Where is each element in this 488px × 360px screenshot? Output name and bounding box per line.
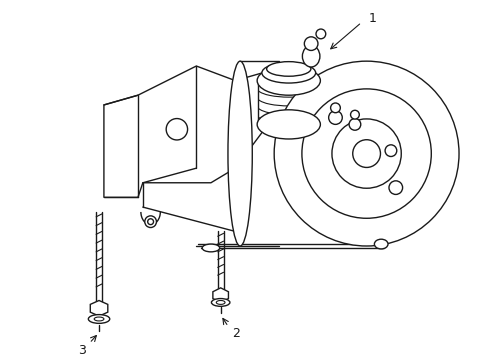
Polygon shape — [90, 301, 107, 316]
Ellipse shape — [227, 61, 252, 246]
Ellipse shape — [257, 110, 320, 139]
Ellipse shape — [266, 62, 310, 76]
Ellipse shape — [211, 298, 229, 306]
Polygon shape — [103, 66, 235, 197]
Ellipse shape — [202, 244, 219, 252]
Ellipse shape — [166, 118, 187, 140]
Ellipse shape — [216, 301, 224, 305]
Polygon shape — [212, 288, 228, 302]
Ellipse shape — [304, 37, 317, 50]
Ellipse shape — [88, 315, 109, 323]
Ellipse shape — [348, 118, 360, 130]
Ellipse shape — [328, 111, 342, 125]
Ellipse shape — [147, 219, 153, 225]
Ellipse shape — [274, 61, 458, 246]
Ellipse shape — [330, 103, 340, 113]
Ellipse shape — [257, 66, 320, 95]
Ellipse shape — [388, 181, 402, 194]
Ellipse shape — [301, 89, 430, 218]
Ellipse shape — [315, 29, 325, 39]
Ellipse shape — [262, 63, 315, 83]
Text: 2: 2 — [232, 327, 240, 340]
Text: 3: 3 — [78, 343, 85, 357]
Ellipse shape — [94, 317, 103, 321]
Ellipse shape — [331, 119, 401, 188]
Ellipse shape — [374, 239, 387, 249]
Ellipse shape — [350, 110, 359, 119]
Ellipse shape — [302, 46, 319, 67]
Ellipse shape — [385, 145, 396, 157]
Ellipse shape — [144, 216, 156, 228]
Ellipse shape — [352, 140, 380, 167]
Text: 1: 1 — [368, 12, 376, 25]
